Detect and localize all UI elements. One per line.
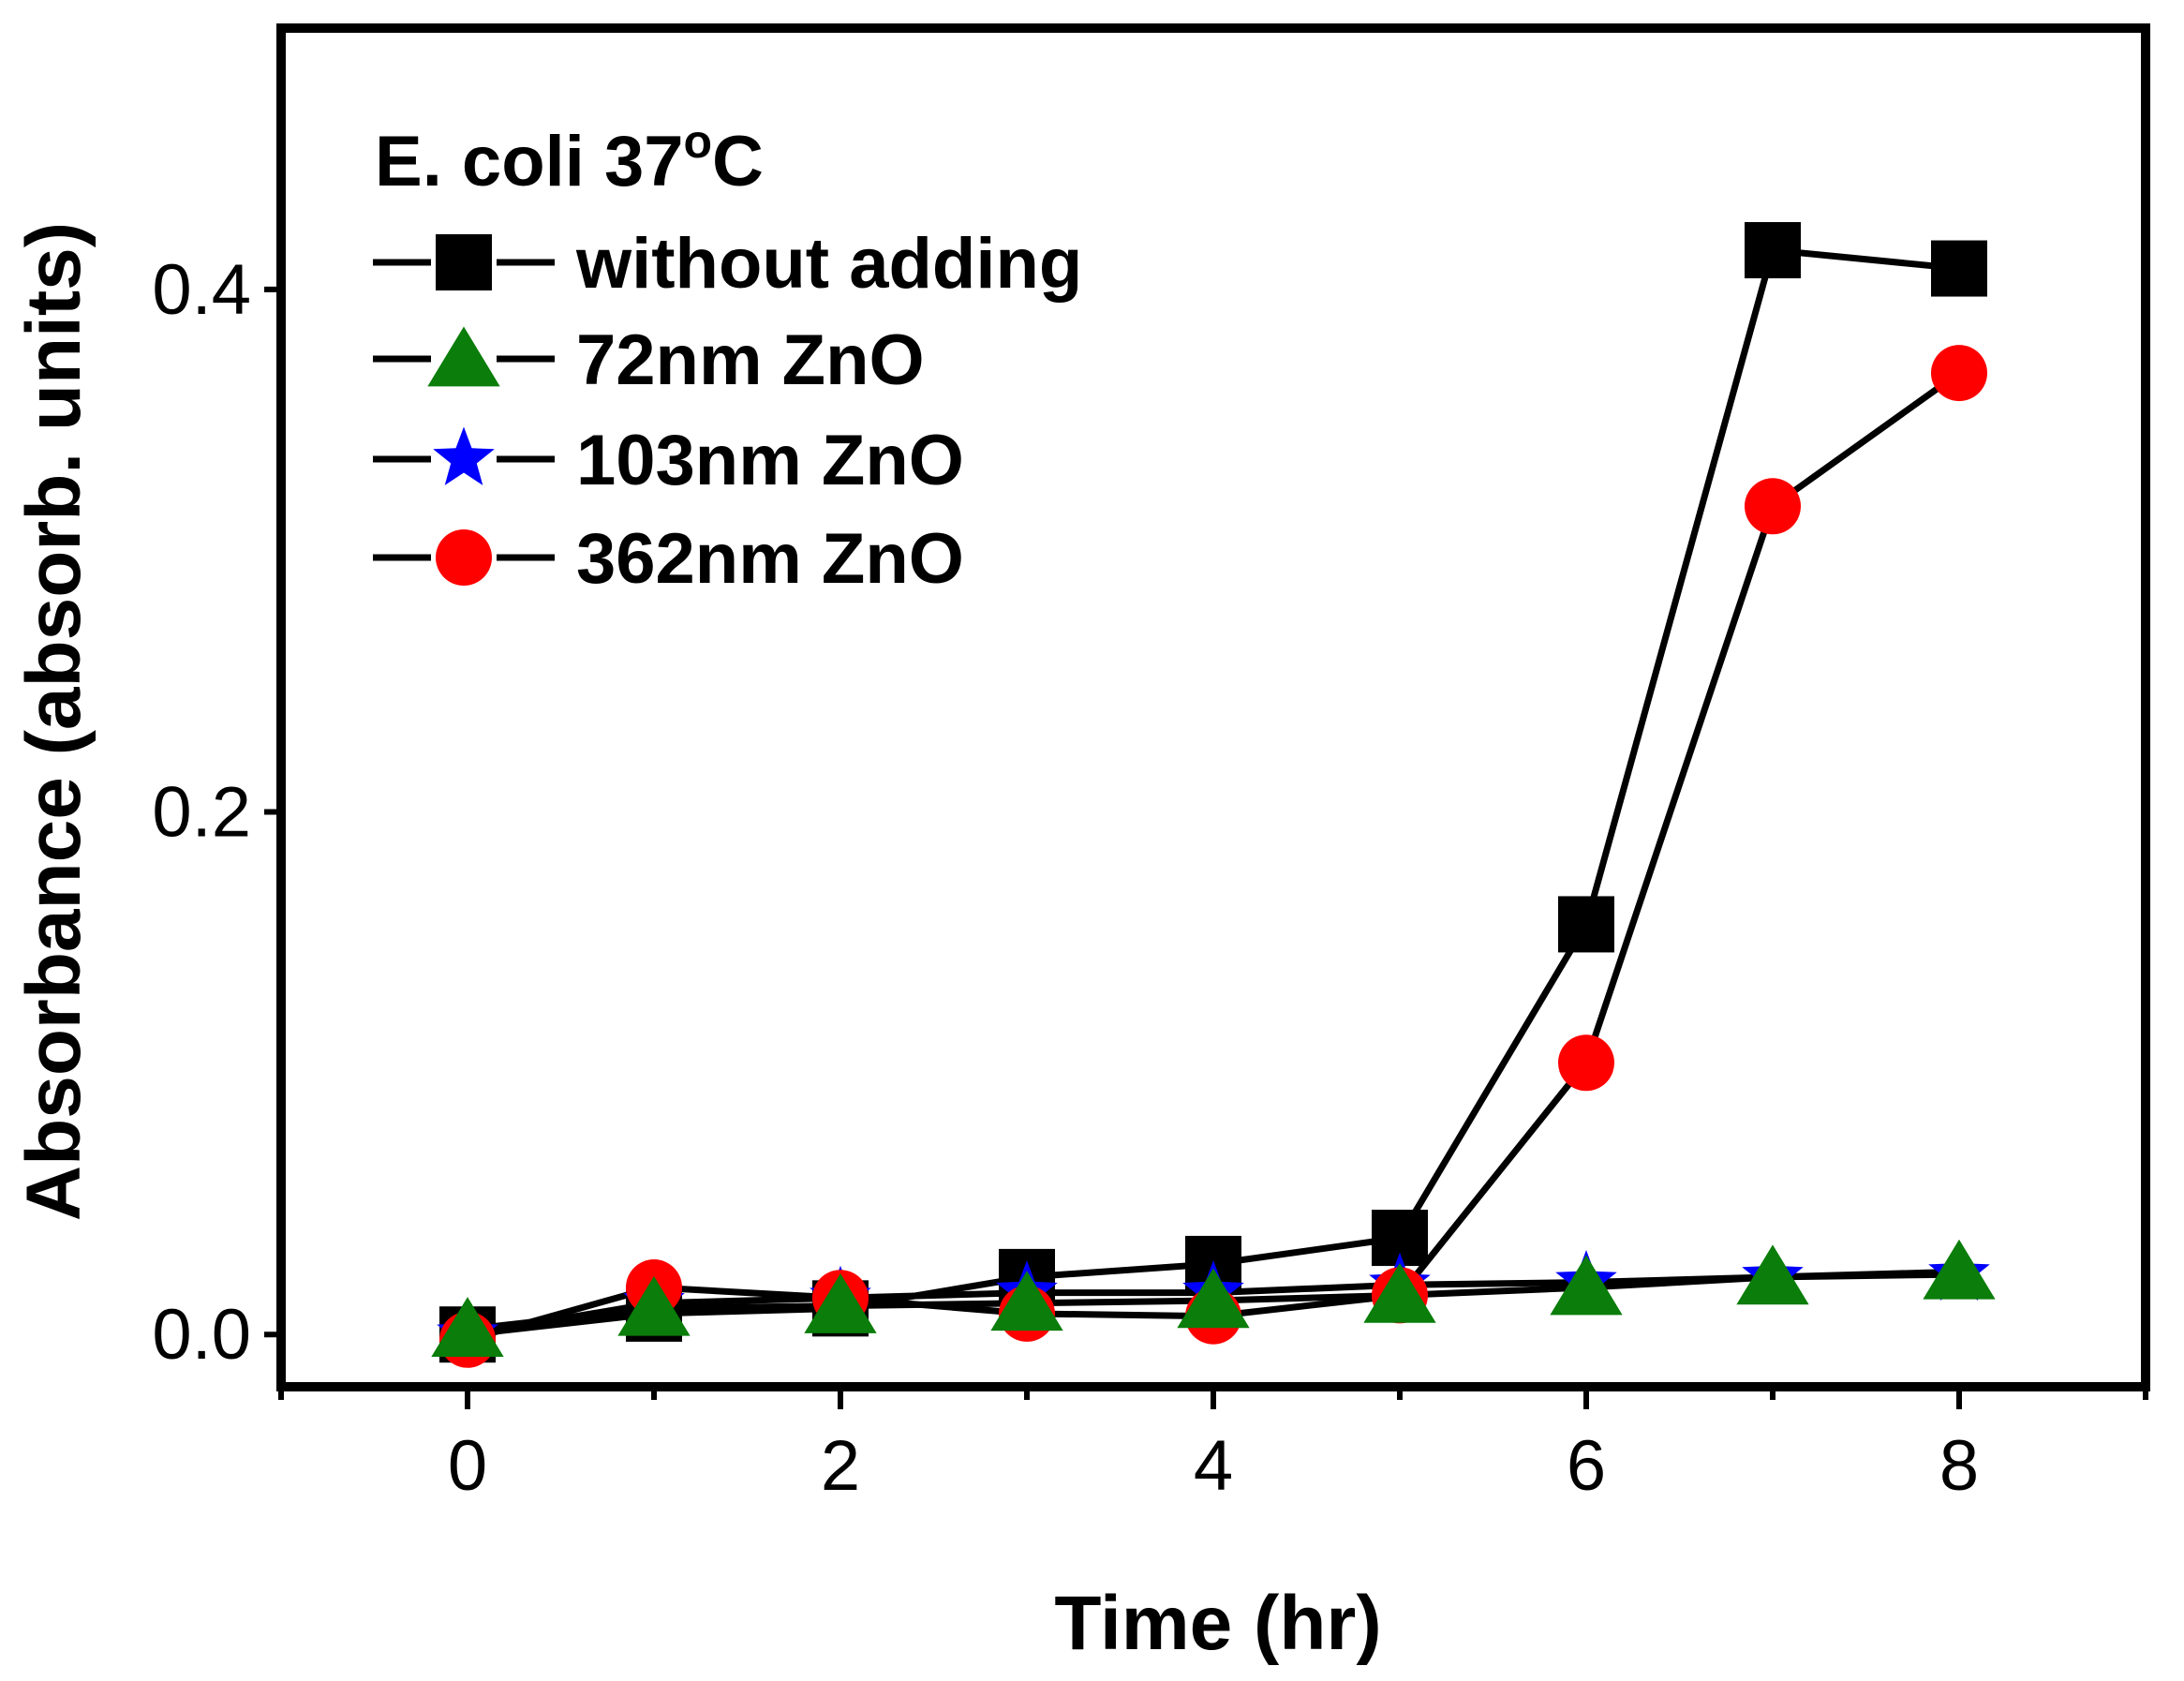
series-line-square [467,246,1960,1338]
legend: E. coli 37oC without adding 72nm ZnO 103nm… [373,115,1082,599]
data-point-triangle [804,1273,877,1333]
legend-marker-triangle [427,326,500,387]
data-point-triangle [1363,1262,1436,1323]
plot-frame [276,23,2150,1391]
legend-title: E. coli 37oC [375,115,764,201]
x-axis-label: Time (hr) [1054,1581,1381,1666]
data-point-square [1745,222,1801,279]
data-point-triangle [1923,1239,1996,1300]
data-point-triangle [990,1271,1063,1331]
y-axis-ticks: 0.0 0.2 0.4 [152,250,281,1375]
y-axis-label: Absorbance (absorb. units) [11,222,97,1221]
series-line-circle [467,370,1962,1344]
data-point-triangle [1177,1268,1250,1329]
legend-label: without adding [575,224,1082,304]
x-tick-label: 0 [448,1426,487,1506]
series-lines [467,246,1962,1344]
legend-label: 103nm ZnO [576,421,964,500]
x-axis-ticks: 0 2 4 6 8 [278,1387,2148,1506]
data-point-triangle [1736,1244,1809,1305]
legend-marker-circle [436,529,492,586]
data-point-square [1931,240,1987,297]
data-point-triangle [617,1275,691,1336]
x-tick-label: 4 [1194,1426,1233,1506]
y-tick-label: 0.2 [152,773,251,853]
series-markers [431,222,1996,1368]
legend-label: 72nm ZnO [576,320,925,400]
x-tick-label: 6 [1567,1426,1606,1506]
data-point-triangle [431,1297,504,1357]
y-tick-label: 0.0 [152,1295,251,1375]
data-point-triangle [1550,1255,1623,1316]
legend-marker-square [436,234,492,290]
x-tick-label: 2 [821,1426,860,1506]
data-point-circle [1558,1034,1614,1092]
y-tick-label: 0.4 [152,250,251,330]
x-tick-label: 8 [1939,1426,1979,1506]
data-point-circle [1745,478,1801,535]
legend-marker-star [433,426,495,485]
data-point-circle [1931,345,1987,402]
legend-label: 362nm ZnO [576,519,964,599]
data-point-square [1558,896,1614,953]
